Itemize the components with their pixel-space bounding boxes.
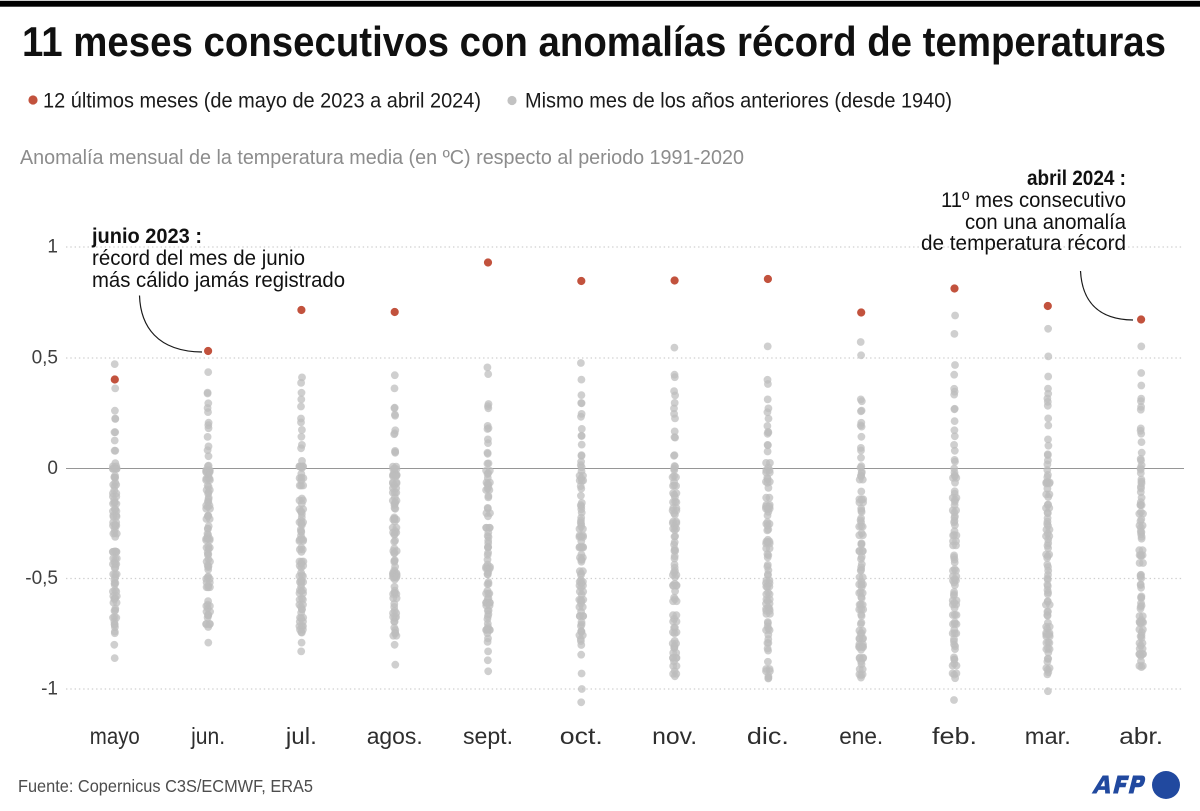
svg-text:Mismo mes de los años anterior: Mismo mes de los años anteriores (desde … [525,90,952,113]
svg-text:dic.: dic. [747,723,789,749]
svg-text:jun.: jun. [190,723,225,749]
svg-text:récord del mes de junio: récord del mes de junio [92,246,305,270]
svg-text:con una anomalía: con una anomalía [965,210,1126,234]
svg-text:12 últimos meses (de mayo de 2: 12 últimos meses (de mayo de 2023 a abri… [43,90,481,113]
svg-text:abril 2024 :: abril 2024 : [1027,166,1126,190]
svg-text:jul.: jul. [285,723,317,749]
svg-text:-0,5: -0,5 [25,568,58,589]
svg-text:ene.: ene. [839,723,883,749]
svg-text:mayo: mayo [90,723,140,749]
svg-text:11º mes consecutivo: 11º mes consecutivo [941,188,1126,212]
svg-text:11 meses consecutivos con anom: 11 meses consecutivos con anomalías réco… [22,18,1166,65]
svg-text:0,5: 0,5 [32,348,58,369]
svg-text:junio 2023 :: junio 2023 : [91,224,202,248]
svg-text:-1: -1 [41,679,58,700]
svg-text:Anomalía mensual de la tempera: Anomalía mensual de la temperatura media… [20,146,744,169]
svg-text:nov.: nov. [652,723,697,749]
svg-text:abr.: abr. [1119,723,1163,749]
svg-text:feb.: feb. [932,723,977,749]
svg-text:sept.: sept. [463,723,513,749]
svg-text:mar.: mar. [1025,723,1071,749]
svg-text:0: 0 [47,458,58,479]
svg-text:1: 1 [47,237,58,258]
svg-text:Fuente: Copernicus C3S/ECMWF,: Fuente: Copernicus C3S/ECMWF, ERA5 [18,776,313,796]
svg-text:de temperatura récord: de temperatura récord [921,231,1126,255]
svg-text:agos.: agos. [367,723,423,749]
svg-text:más cálido jamás registrado: más cálido jamás registrado [92,268,345,292]
svg-text:oct.: oct. [560,723,603,749]
